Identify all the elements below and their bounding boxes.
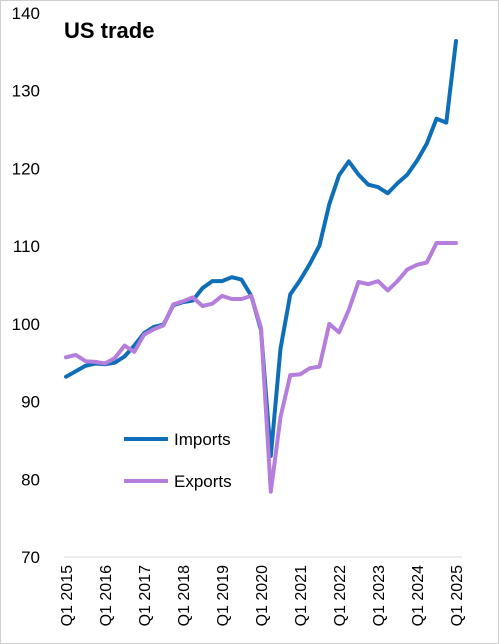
y-tick-label: 110 [13,237,40,256]
legend-label-exports: Exports [174,472,232,491]
series-line-imports [64,39,458,458]
y-tick-label: 120 [12,159,40,178]
x-tick-label: Q1 2024 [410,565,427,626]
y-tick-label: 130 [12,82,40,101]
x-tick-label: Q1 2020 [254,565,271,626]
series-line-exports [64,241,458,494]
x-tick-label: Q1 2025 [449,565,466,626]
x-axis-ticks: Q1 2015 Q1 2016 Q1 2017 Q1 2018 Q1 2019 Q1 20… [59,565,466,626]
legend-label-imports: Imports [174,430,231,449]
x-tick-label: Q1 2021 [293,565,310,626]
y-tick-label: 90 [21,393,40,412]
x-tick-label: Q1 2019 [215,565,232,626]
y-tick-label: 100 [12,315,40,334]
x-tick-label: Q1 2016 [98,565,115,626]
series-lines [64,39,458,494]
chart-title: US trade [64,18,154,43]
y-tick-label: 80 [21,470,40,489]
x-tick-label: Q1 2022 [332,565,349,626]
y-tick-label: 70 [21,548,40,567]
x-tick-label: Q1 2017 [137,565,154,626]
x-tick-label: Q1 2023 [371,565,388,626]
x-tick-label: Q1 2018 [176,565,193,626]
legend: Imports Exports [124,430,232,491]
y-axis-ticks: 70 80 90 100 110 120 130 140 [12,4,40,567]
y-tick-label: 140 [12,4,40,23]
x-tick-label: Q1 2015 [59,565,76,626]
